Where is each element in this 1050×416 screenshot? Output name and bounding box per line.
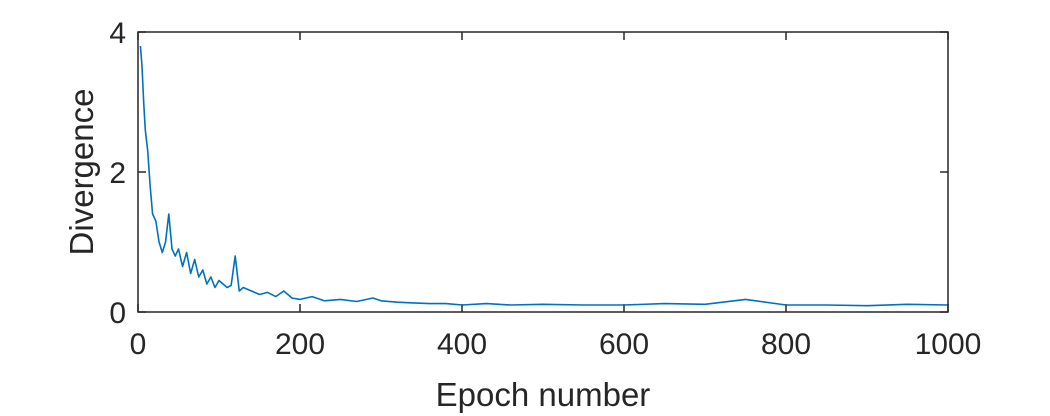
y-tick-label: 0 [109, 297, 126, 330]
x-tick-label: 800 [761, 328, 811, 361]
x-tick-label: 1000 [915, 328, 982, 361]
x-tick-label: 600 [599, 328, 649, 361]
tick-labels-layer: 0 200 400 600 800 1000 0 2 4 [109, 17, 981, 361]
y-tick-label: 4 [109, 17, 126, 50]
x-tick-label: 200 [275, 328, 325, 361]
y-tick-label: 2 [109, 157, 126, 190]
y-axis-label: Divergence [63, 89, 100, 256]
series-line [139, 45, 949, 307]
x-axis-label: Epoch number [436, 376, 651, 413]
x-tick-label: 0 [130, 328, 147, 361]
ticks-layer [137, 31, 949, 313]
axes-box [137, 31, 949, 313]
x-tick-label: 400 [437, 328, 487, 361]
